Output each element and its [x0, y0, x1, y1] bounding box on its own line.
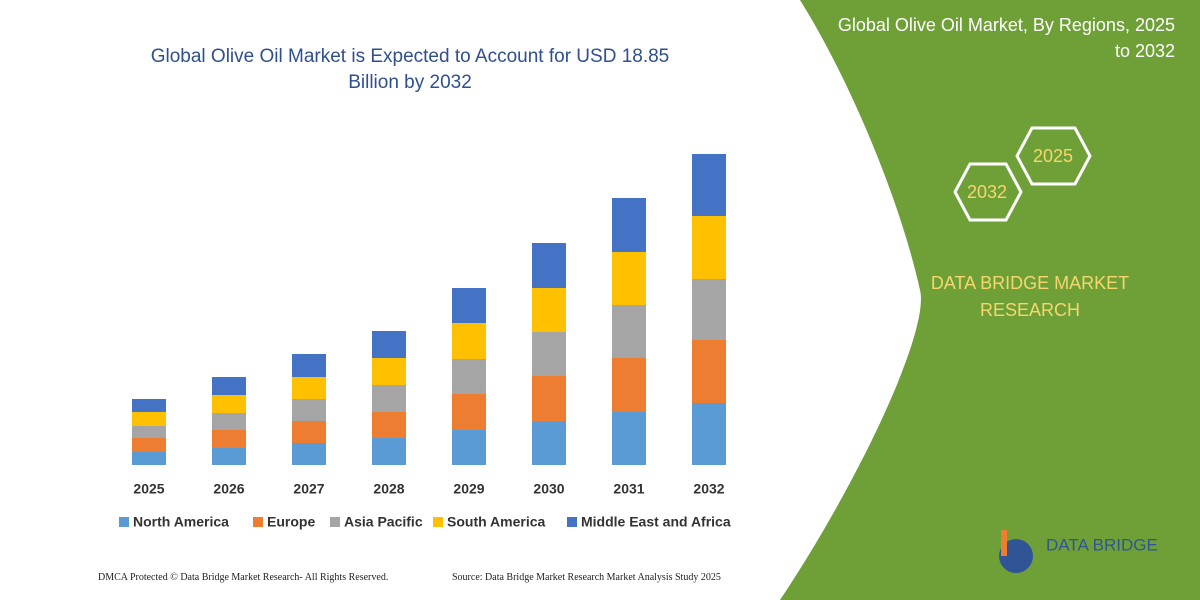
bar-segment: [612, 305, 646, 358]
bar-segment: [292, 421, 326, 443]
x-tick-label: 2028: [373, 481, 404, 497]
logo-icon: [999, 539, 1033, 573]
bar-segment: [132, 426, 166, 438]
legend-swatch: [253, 517, 263, 527]
legend-label: North America: [133, 514, 229, 530]
bar-segment: [692, 279, 726, 340]
bar-segment: [452, 323, 486, 359]
legend-swatch: [330, 517, 340, 527]
bar-segment: [132, 399, 166, 412]
bar-segment: [292, 377, 326, 399]
legend-swatch: [433, 517, 443, 527]
bar-segment: [612, 198, 646, 252]
bar-segment: [532, 421, 566, 465]
bar-segment: [292, 399, 326, 421]
x-tick-label: 2029: [453, 481, 484, 497]
x-tick-label: 2027: [293, 481, 324, 497]
bar-segment: [612, 252, 646, 305]
hexagon-label: 2032: [967, 182, 1007, 202]
legend-label: Asia Pacific: [344, 514, 423, 530]
bar-segment: [372, 412, 406, 438]
bar-segment: [132, 452, 166, 465]
bar-segment: [692, 340, 726, 403]
bar-segment: [532, 376, 566, 421]
bar-segment: [452, 394, 486, 430]
side-title: Global Olive Oil Market, By Regions, 202…: [837, 15, 1175, 61]
bar-segment: [132, 412, 166, 426]
bar-segment: [372, 331, 406, 358]
logo-text: DATA BRIDGE: [1046, 535, 1158, 554]
bar-segment: [612, 358, 646, 412]
x-tick-label: 2025: [133, 481, 164, 497]
bar-segment: [692, 216, 726, 279]
chart-title: Global Olive Oil Market is Expected to A…: [150, 46, 670, 93]
bar-segment: [292, 354, 326, 377]
x-tick-label: 2026: [213, 481, 244, 497]
bar-segment: [212, 430, 246, 448]
bar-segment: [372, 385, 406, 412]
x-tick-label: 2030: [533, 481, 564, 497]
bar-segment: [532, 288, 566, 332]
bar-segment: [452, 288, 486, 323]
bar-segment: [692, 403, 726, 465]
legend-label: Middle East and Africa: [581, 514, 731, 530]
legend-label: South America: [447, 514, 545, 530]
legend-swatch: [119, 517, 129, 527]
x-tick-label: 2032: [693, 481, 724, 497]
bar-segment: [292, 443, 326, 465]
legend-label: Europe: [267, 514, 315, 530]
bar-segment: [212, 413, 246, 430]
x-tick-label: 2031: [613, 481, 644, 497]
logo-icon: [1001, 530, 1007, 556]
footer-right: Source: Data Bridge Market Research Mark…: [452, 572, 721, 583]
bar-segment: [452, 359, 486, 394]
bar-segment: [212, 377, 246, 395]
bar-segment: [532, 243, 566, 288]
bar-segment: [692, 154, 726, 216]
legend-swatch: [567, 517, 577, 527]
bar-segment: [452, 430, 486, 465]
footer-left: DMCA Protected © Data Bridge Market Rese…: [98, 572, 389, 583]
bar-segment: [212, 395, 246, 413]
hexagon: [1015, 126, 1092, 186]
bar-segment: [372, 358, 406, 385]
hexagon-label: 2025: [1033, 146, 1073, 166]
bar-segment: [212, 448, 246, 465]
green-panel: [780, 0, 1200, 600]
bar-segment: [372, 438, 406, 465]
bar-segment: [612, 412, 646, 465]
hexagon: [953, 162, 1023, 222]
brand: DATA BRIDGE MARKET RESEARCH: [930, 273, 1130, 320]
bar-segment: [132, 438, 166, 452]
bar-segment: [532, 332, 566, 376]
